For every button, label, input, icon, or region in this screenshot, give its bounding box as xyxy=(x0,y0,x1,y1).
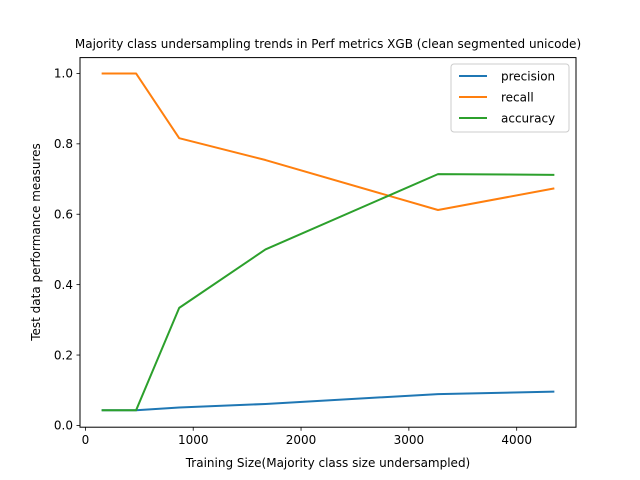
legend: precision recall accuracy xyxy=(450,63,570,133)
x-axis-ticks: 0 1000 2000 3000 4000 xyxy=(82,427,532,447)
y-tick-label: 0.6 xyxy=(54,208,73,222)
x-tick-label: 0 xyxy=(82,433,90,447)
y-tick-label: 0.0 xyxy=(54,419,73,433)
y-tick-label: 0.4 xyxy=(54,278,73,292)
x-tick-label: 3000 xyxy=(394,433,425,447)
legend-box xyxy=(450,63,570,133)
plot-frame xyxy=(79,57,577,428)
y-tick-label: 0.8 xyxy=(54,137,73,151)
legend-label-precision: precision xyxy=(501,70,555,84)
y-axis-label: Test data performance measures xyxy=(29,143,43,342)
legend-label-accuracy: accuracy xyxy=(501,112,555,126)
plot-lines xyxy=(101,72,555,412)
y-tick-label: 1.0 xyxy=(54,67,73,81)
series-line-accuracy xyxy=(101,173,555,412)
y-axis-ticks: 0.0 0.2 0.4 0.6 0.8 1.0 xyxy=(54,67,80,433)
chart-title: Majority class undersampling trends in P… xyxy=(75,37,581,51)
x-tick-label: 1000 xyxy=(178,433,209,447)
x-tick-label: 4000 xyxy=(501,433,532,447)
x-tick-label: 2000 xyxy=(286,433,317,447)
y-tick-label: 0.2 xyxy=(54,348,73,362)
x-axis-label: Training Size(Majority class size unders… xyxy=(185,456,471,470)
legend-label-recall: recall xyxy=(501,91,534,105)
series-line-recall xyxy=(101,72,555,212)
